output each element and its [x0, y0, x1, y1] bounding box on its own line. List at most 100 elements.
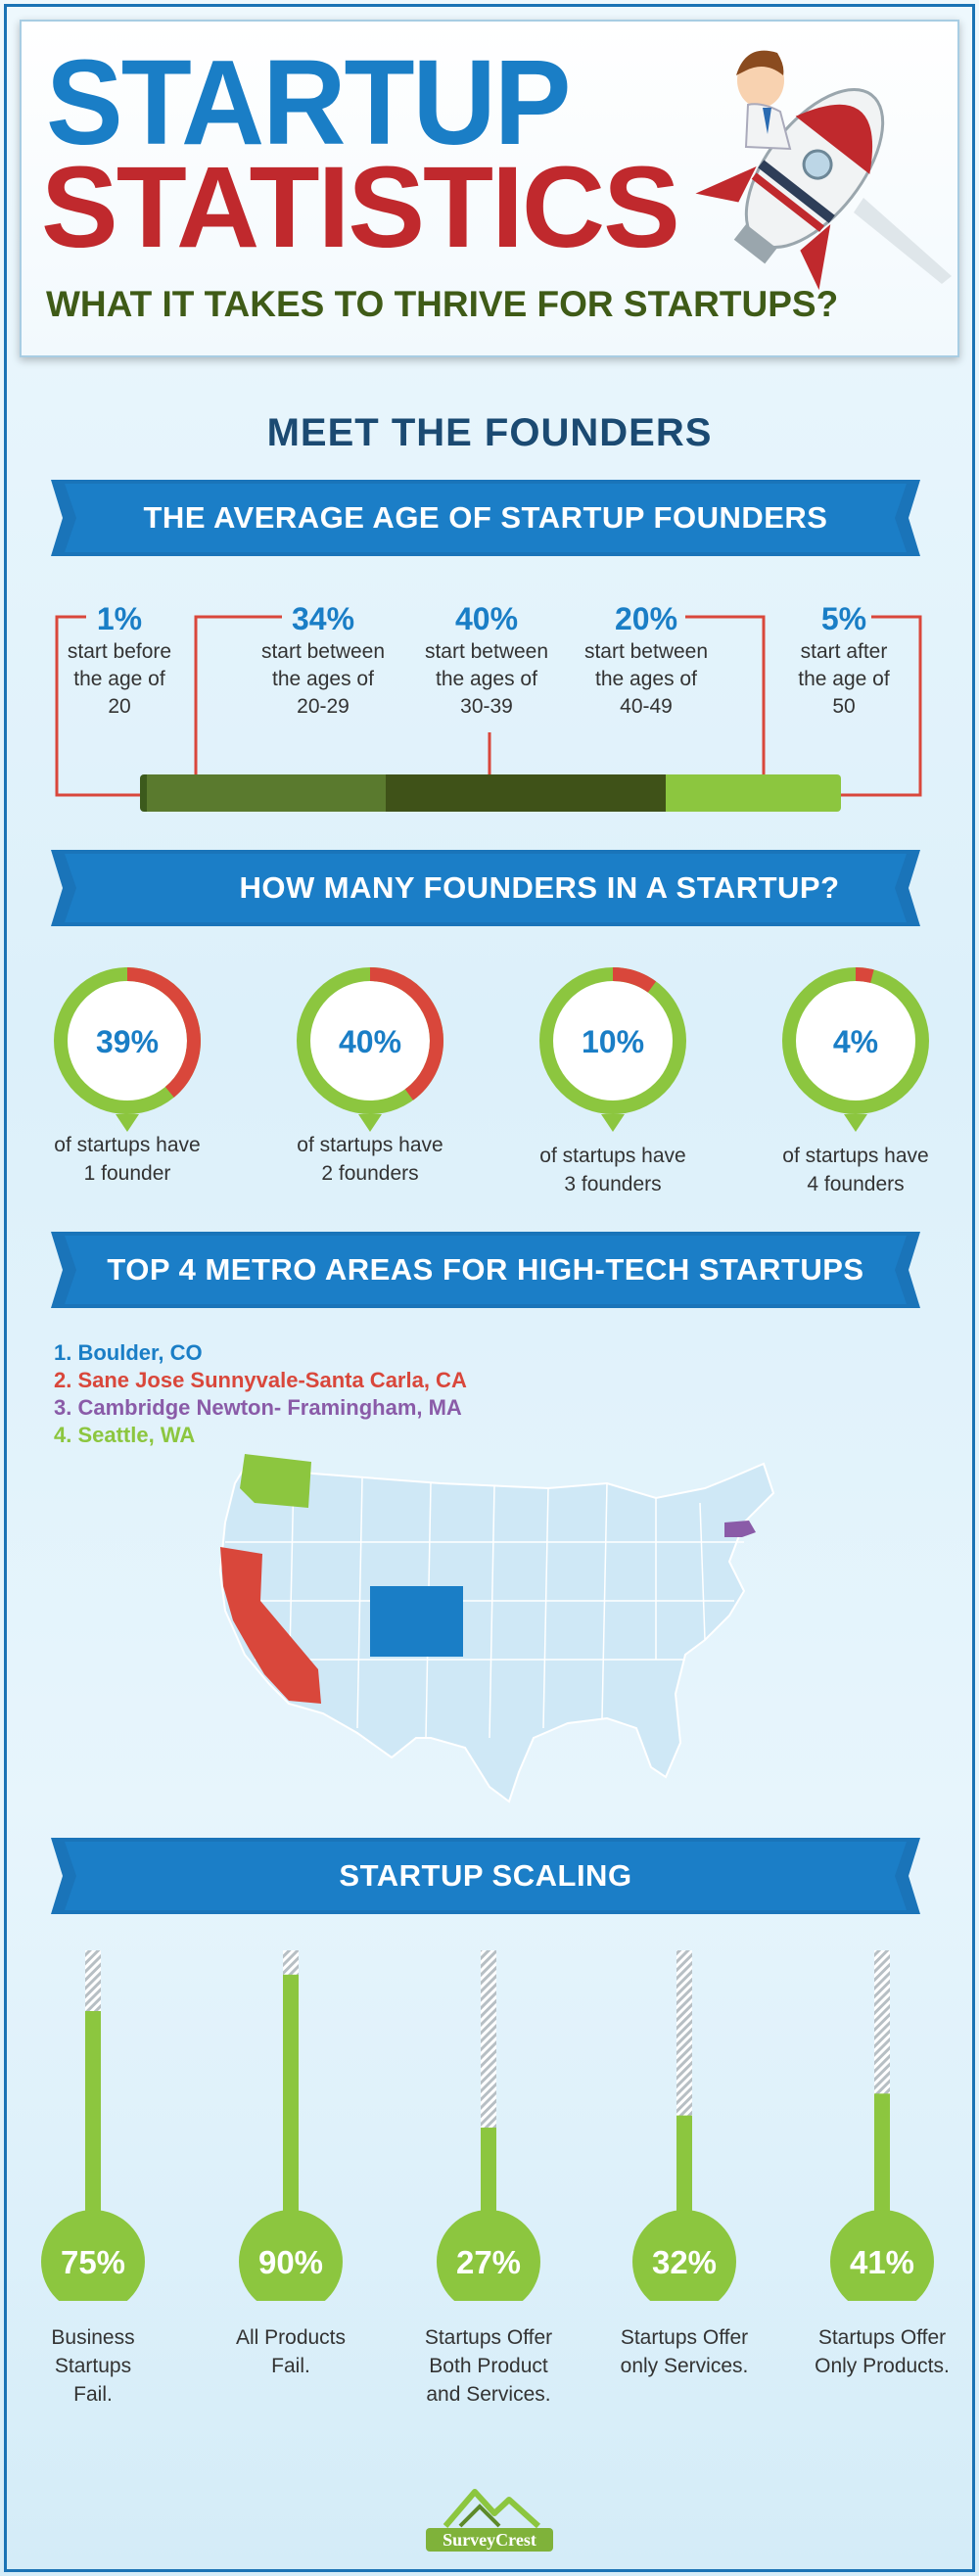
scaling-caption-3: Startups Offer Both Product and Services… [396, 2323, 582, 2409]
scaling-caption-5: Startups Offer Only Products. [789, 2323, 975, 2380]
washington-state [240, 1454, 311, 1508]
ribbon-founder-count: HOW MANY FOUNDERS IN A STARTUP? [51, 850, 920, 926]
metro-item-seattle: 4. Seattle, WA [54, 1423, 196, 1447]
age-desc: start between [260, 640, 386, 663]
thermometer: 32% [632, 1950, 736, 2301]
donut-pointer [358, 1114, 382, 1132]
age-group-over-50: 5% start after the age of 50 [775, 599, 912, 721]
age-pct: 5% [820, 601, 867, 636]
caption-line: Business [51, 2326, 135, 2349]
founder-donut: 39% [54, 967, 201, 1132]
ribbon-shape [51, 1838, 920, 1914]
scaling-thermometers: 75% 90% 27% 32% 41% [41, 1950, 934, 2301]
thermometer-bulb [41, 2210, 145, 2301]
age-desc: 40-49 [620, 695, 673, 718]
thermometer: 75% [41, 1950, 145, 2301]
thermometer-fill [283, 1974, 299, 2232]
caption-line: Fail. [73, 2383, 113, 2406]
caption-line: 4 founders [807, 1173, 905, 1195]
caption-line: Startups Offer [620, 2326, 749, 2349]
age-desc: the ages of [436, 668, 537, 690]
thermometer-bulb [830, 2210, 934, 2301]
age-pct: 20% [614, 601, 678, 636]
usa-map [218, 1454, 775, 1803]
ribbon-startup-scaling: STARTUP SCALING [51, 1838, 920, 1914]
thermometer-pct-label: 41% [850, 2244, 914, 2280]
caption-line: Only Products. [815, 2355, 950, 2377]
caption-line: of startups have [54, 1134, 201, 1156]
age-group-40-49: 20% start between the ages of 40-49 [578, 599, 715, 721]
founder-donut: 4% [782, 967, 929, 1132]
ribbon-label: HOW MANY FOUNDERS IN A STARTUP? [239, 870, 840, 905]
header-card: STARTUP STATISTICS WHAT IT TAKES TO THRI… [20, 20, 959, 357]
ribbon-label: STARTUP SCALING [339, 1858, 632, 1893]
age-desc: 30-39 [460, 695, 513, 718]
age-group-under-20: 1% start before the age of 20 [51, 599, 188, 721]
age-desc: the age of [73, 668, 165, 690]
age-desc: the ages of [272, 668, 374, 690]
thermometer-fill [85, 2011, 101, 2232]
donut-pct-label: 39% [96, 1024, 159, 1059]
age-connector-lines [55, 615, 922, 797]
thermometer: 27% [437, 1950, 540, 2301]
age-pct: 40% [454, 601, 519, 636]
colorado-state [370, 1586, 463, 1657]
surveycrest-logo: SurveyCrest [426, 2489, 553, 2552]
thermometer-bulb [437, 2210, 540, 2301]
age-group-20-29: 34% start between the ages of 20-29 [255, 599, 392, 721]
donut-caption-1: of startups have 1 founder [20, 1131, 235, 1188]
age-desc: start after [800, 640, 888, 663]
metro-item-san-jose: 2. Sane Jose Sunnyvale-Santa Carla, CA [54, 1368, 467, 1392]
thermometer-pct-label: 90% [258, 2244, 323, 2280]
ribbon-average-age: THE AVERAGE AGE OF STARTUP FOUNDERS [51, 480, 920, 556]
caption-line: 3 founders [564, 1173, 662, 1195]
scaling-caption-1: Business Startups Fail. [0, 2323, 186, 2409]
ribbon-shape [51, 480, 920, 556]
caption-line: of startups have [539, 1145, 686, 1167]
donut-slice [782, 967, 929, 1114]
thermometer: 90% [239, 1950, 343, 2301]
age-bar-segment [806, 774, 841, 812]
ribbon-label: TOP 4 METRO AREAS FOR HIGH-TECH STARTUPS [107, 1252, 864, 1287]
age-desc: 50 [832, 695, 856, 718]
age-pct: 34% [291, 601, 355, 636]
thermometer-fill [481, 2128, 496, 2232]
donut-slice [54, 967, 201, 1114]
donut-pointer [116, 1114, 139, 1132]
age-bar-segment [140, 774, 148, 812]
founder-donut: 10% [539, 967, 686, 1132]
ribbon-metro-areas: TOP 4 METRO AREAS FOR HIGH-TECH STARTUPS [51, 1232, 920, 1308]
age-pct: 1% [96, 601, 143, 636]
ribbon-label: THE AVERAGE AGE OF STARTUP FOUNDERS [143, 500, 828, 535]
section-heading-founders: MEET THE FOUNDERS [266, 411, 713, 454]
usa-outline [218, 1462, 775, 1803]
caption-line: Startups Offer [817, 2326, 947, 2349]
caption-line: of startups have [782, 1145, 929, 1167]
caption-line: and Services. [426, 2383, 551, 2406]
donut-pct-label: 40% [339, 1024, 401, 1059]
age-desc: 20 [108, 695, 131, 718]
state-lines [225, 1473, 744, 1739]
donut-pointer [601, 1114, 625, 1132]
thermometer-pct-label: 75% [61, 2244, 125, 2280]
donut-pct-label: 4% [833, 1024, 878, 1059]
caption-line: All Products [235, 2326, 347, 2349]
donut-caption-2: of startups have 2 founders [262, 1131, 478, 1188]
caption-line: only Services. [620, 2355, 749, 2377]
donut-slice [539, 967, 686, 1114]
age-distribution-bar [140, 774, 841, 812]
age-bar-segment [665, 774, 807, 812]
donut-slice [297, 967, 443, 1114]
donut-caption-3: of startups have 3 founders [505, 1142, 721, 1198]
caption-line: 2 founders [321, 1162, 419, 1185]
thermometer-fill [874, 2093, 890, 2232]
caption-line: Startups [54, 2355, 132, 2377]
caption-line: of startups have [297, 1134, 443, 1156]
subtitle: WHAT IT TAKES TO THRIVE FOR STARTUPS? [46, 284, 839, 324]
ribbon-shape [51, 850, 920, 926]
title-line1: STARTUP [46, 34, 571, 171]
age-bar-segment [385, 774, 666, 812]
caption-line: Startups Offer [424, 2326, 553, 2349]
founder-donut: 40% [297, 967, 443, 1132]
scaling-caption-2: All Products Fail. [198, 2323, 384, 2380]
